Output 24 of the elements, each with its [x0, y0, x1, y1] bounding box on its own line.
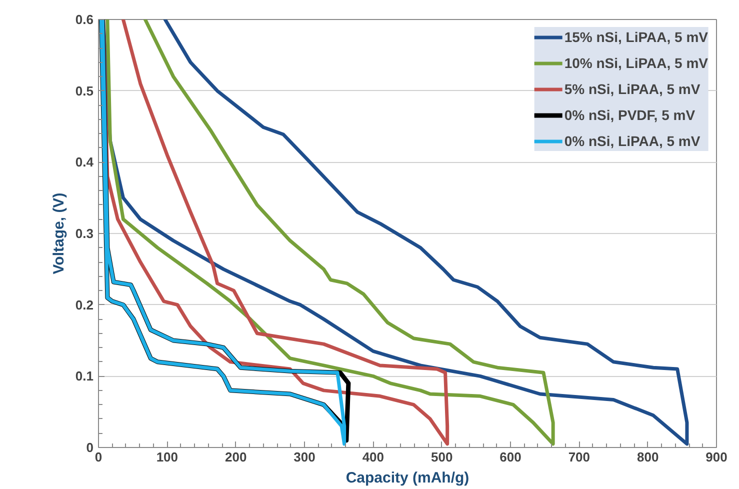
x-tick-label: 500: [430, 450, 453, 464]
x-tick-label: 600: [500, 450, 522, 464]
legend-label: 15% nSi, LiPAA, 5 mV: [564, 29, 708, 45]
x-tick-label: 800: [636, 450, 659, 464]
y-tick-label: 0.4: [75, 154, 94, 170]
y-axis-title: Voltage, (V): [50, 192, 68, 274]
x-tick-label: 400: [362, 450, 384, 464]
legend-label: 0% nSi, PVDF, 5 mV: [564, 107, 696, 123]
x-tick-label: 300: [294, 450, 316, 464]
y-tick-label: 0.1: [75, 368, 94, 384]
legend-label: 5% nSi, LiPAA, 5 mV: [564, 81, 700, 97]
y-tick-label: 0.3: [75, 226, 94, 241]
x-axis-title: Capacity (mAh/g): [346, 470, 470, 486]
y-tick-label: 0.6: [75, 12, 94, 27]
y-tick-label: 0.2: [75, 297, 94, 312]
y-tick-label: 0.5: [75, 83, 94, 98]
legend-label: 0% nSi, LiPAA, 5 mV: [564, 133, 700, 149]
y-tick-label: 0: [86, 440, 94, 455]
x-tick-label: 900: [706, 450, 728, 464]
x-tick-label: 200: [224, 450, 247, 464]
legend-label: 10% nSi, LiPAA, 5 mV: [564, 55, 708, 71]
line-series: [106, 20, 555, 446]
x-tick-label: 700: [568, 450, 590, 464]
x-tick-label: 100: [156, 450, 178, 464]
